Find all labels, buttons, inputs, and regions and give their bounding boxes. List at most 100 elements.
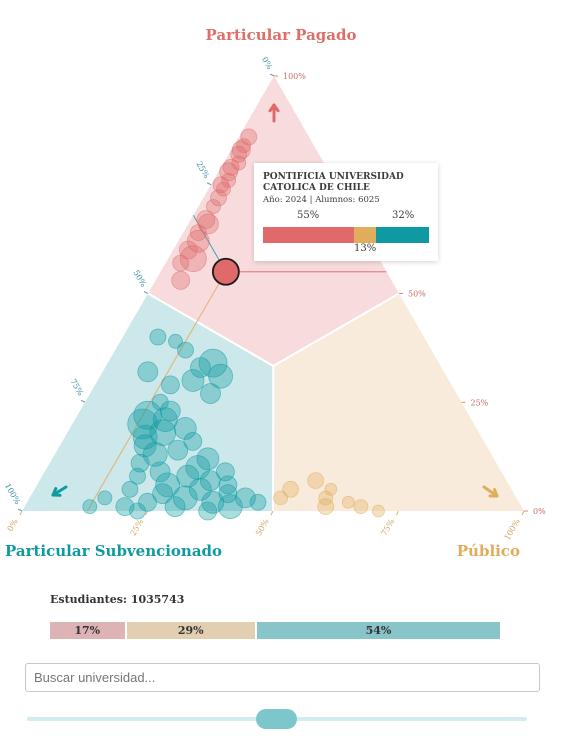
tooltip-meta: Año: 2024 | Alumnos: 6025 <box>263 195 380 205</box>
data-point <box>307 472 325 490</box>
data-point <box>219 162 239 182</box>
data-point <box>127 408 159 440</box>
data-point <box>196 210 216 229</box>
data-point <box>198 501 218 521</box>
data-point <box>216 181 231 197</box>
tick-left-4 <box>17 508 23 512</box>
data-point <box>208 363 234 389</box>
data-point <box>172 254 190 272</box>
arrow-down-left-icon-head <box>51 487 62 497</box>
tick-left-1 <box>206 182 212 186</box>
data-point <box>171 270 191 290</box>
data-point <box>353 499 369 515</box>
tick-label-bottom-3: 75% <box>380 517 397 537</box>
year-slider-thumb[interactable] <box>256 709 297 729</box>
tick-bottom-3 <box>396 510 399 516</box>
data-point <box>190 357 211 378</box>
data-point <box>149 419 177 447</box>
tick-label-bottom-0: 0% <box>6 517 20 533</box>
search-input[interactable] <box>25 663 540 692</box>
tick-label-left-2: 50% <box>131 269 148 289</box>
tooltip-pct-publico: 13% <box>354 243 377 254</box>
data-point <box>149 328 167 346</box>
data-point <box>198 348 228 378</box>
tick-bottom-4 <box>521 510 525 516</box>
data-point <box>317 498 335 516</box>
data-point <box>172 485 198 511</box>
tick-label-left-0: 0% <box>260 55 274 71</box>
data-point <box>129 467 146 485</box>
data-point <box>197 213 219 235</box>
data-point <box>177 341 194 359</box>
data-point <box>159 400 181 422</box>
data-point <box>318 490 334 506</box>
data-point <box>130 453 150 473</box>
summary-segment-pagado: 17% <box>50 622 127 639</box>
data-point <box>206 199 221 214</box>
data-point <box>183 431 203 451</box>
tooltip-bar-publico <box>354 227 376 243</box>
tick-bottom-0 <box>19 510 23 516</box>
tooltip-pct-subvencionado: 32% <box>392 210 415 221</box>
tick-label-bottom-4: 100% <box>503 517 522 542</box>
data-point <box>160 375 180 395</box>
region-publico <box>273 293 524 511</box>
data-point <box>371 504 385 518</box>
data-point <box>167 439 189 461</box>
tick-left-0 <box>269 73 275 77</box>
data-point <box>236 138 252 154</box>
data-point <box>129 502 146 520</box>
ternary-chart: 0% 25% 50% 75% 100% 100% 50% 25% 0% 0% 25% 50% 75% 10… <box>3 26 546 560</box>
summary-stacked-bar: 17% 29% 54% <box>50 622 500 639</box>
data-point <box>97 490 113 506</box>
data-point <box>152 483 174 505</box>
data-point <box>173 416 197 440</box>
data-point <box>133 434 157 458</box>
data-point <box>179 245 207 273</box>
tick-bottom-2 <box>270 510 274 516</box>
guide-line-publico <box>86 271 227 512</box>
arrow-up-icon-head <box>268 103 280 113</box>
tick-label-right-2: 25% <box>471 398 489 407</box>
data-point <box>196 447 220 471</box>
data-point <box>188 477 212 501</box>
data-point <box>149 461 171 483</box>
tick-label-right-1: 50% <box>408 290 426 299</box>
highlighted-university-point <box>211 257 240 286</box>
students-total: Estudiantes: 1035743 <box>50 593 185 606</box>
data-point <box>230 145 248 163</box>
tooltip-pct-pagado: 55% <box>297 210 320 221</box>
corner-label-pagado: Particular Pagado <box>205 26 356 44</box>
tooltip-university-name: PONTIFICIA UNIVERSIDAD CATOLICA DE CHILE <box>263 172 404 193</box>
data-point <box>164 496 186 518</box>
data-point <box>249 493 267 511</box>
tick-left-3 <box>80 399 86 403</box>
tooltip-stacked-bar <box>263 227 429 243</box>
data-point <box>137 361 159 383</box>
data-point <box>222 158 240 176</box>
summary-segment-subvencionado: 54% <box>257 622 500 639</box>
tick-label-bottom-2: 50% <box>254 517 271 537</box>
data-point <box>200 383 221 404</box>
data-point <box>138 492 157 512</box>
data-point <box>176 464 200 488</box>
university-tooltip: PONTIFICIA UNIVERSIDAD CATOLICA DE CHILE… <box>254 163 438 261</box>
data-point <box>82 499 98 515</box>
tick-label-right-0: 100% <box>283 72 306 81</box>
tooltip-bar-subvencionado <box>375 227 429 243</box>
corner-label-publico: Público <box>457 542 520 560</box>
region-subvencionado <box>22 293 274 511</box>
tick-left-2 <box>143 291 149 294</box>
data-point <box>189 224 207 242</box>
data-point <box>121 480 139 498</box>
arrow-down-right-icon-head <box>488 488 499 498</box>
data-point <box>273 490 289 506</box>
tick-label-left-3: 75% <box>68 377 85 397</box>
data-point <box>210 189 227 207</box>
tick-label-left-1: 25% <box>194 160 211 180</box>
data-point <box>324 482 338 496</box>
data-point <box>282 480 300 498</box>
corner-label-subvencionado: Particular Subvencionado <box>5 542 222 560</box>
tick-label-right-3: 0% <box>533 507 546 516</box>
tick-label-bottom-1: 25% <box>129 517 146 537</box>
